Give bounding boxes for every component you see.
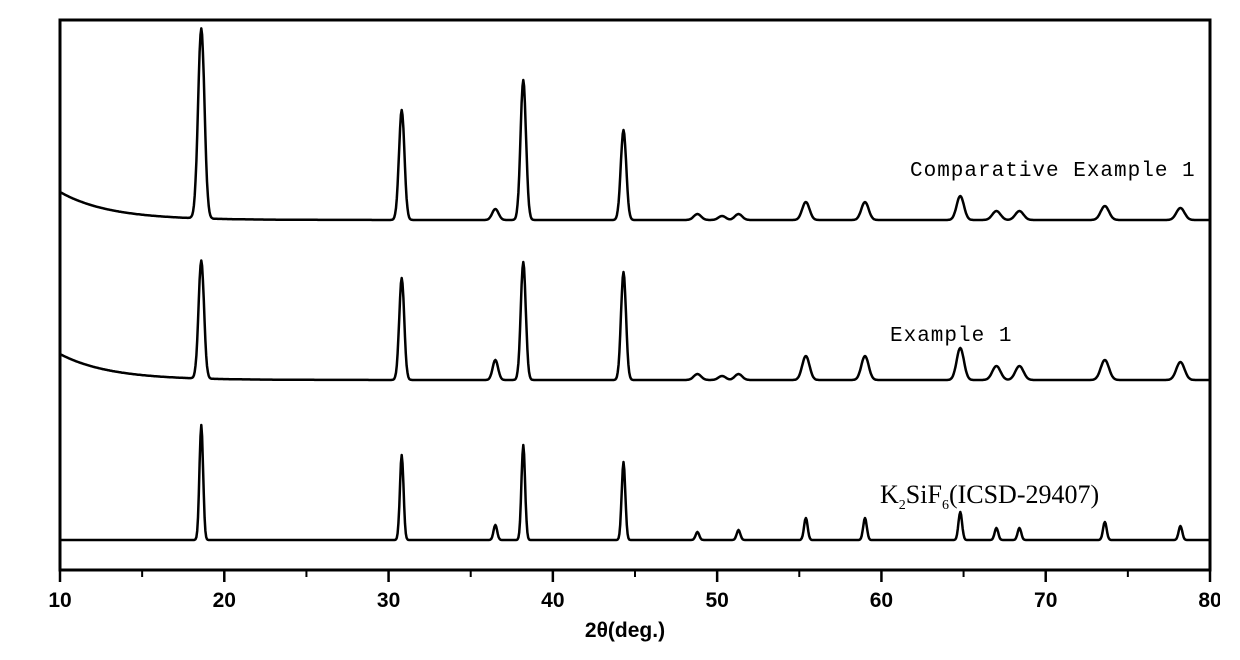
- svg-text:50: 50: [705, 589, 728, 612]
- trace-icsd-reference: [60, 425, 1210, 540]
- xrd-chart: 1020304050607080 Comparative Example 1Ex…: [30, 10, 1220, 650]
- svg-text:30: 30: [377, 589, 400, 612]
- svg-text:70: 70: [1034, 589, 1057, 612]
- trace-comparative-example-1: [60, 28, 1210, 220]
- svg-text:60: 60: [870, 589, 893, 612]
- svg-text:80: 80: [1198, 589, 1220, 612]
- trace-example-1: [60, 261, 1210, 381]
- chart-svg: 10 20 30 40 50 60 70 80: [30, 10, 1220, 650]
- svg-text:10: 10: [48, 589, 71, 612]
- svg-text:40: 40: [541, 589, 564, 612]
- svg-text:20: 20: [213, 589, 236, 612]
- x-axis-label: 2θ(deg.): [30, 619, 1220, 643]
